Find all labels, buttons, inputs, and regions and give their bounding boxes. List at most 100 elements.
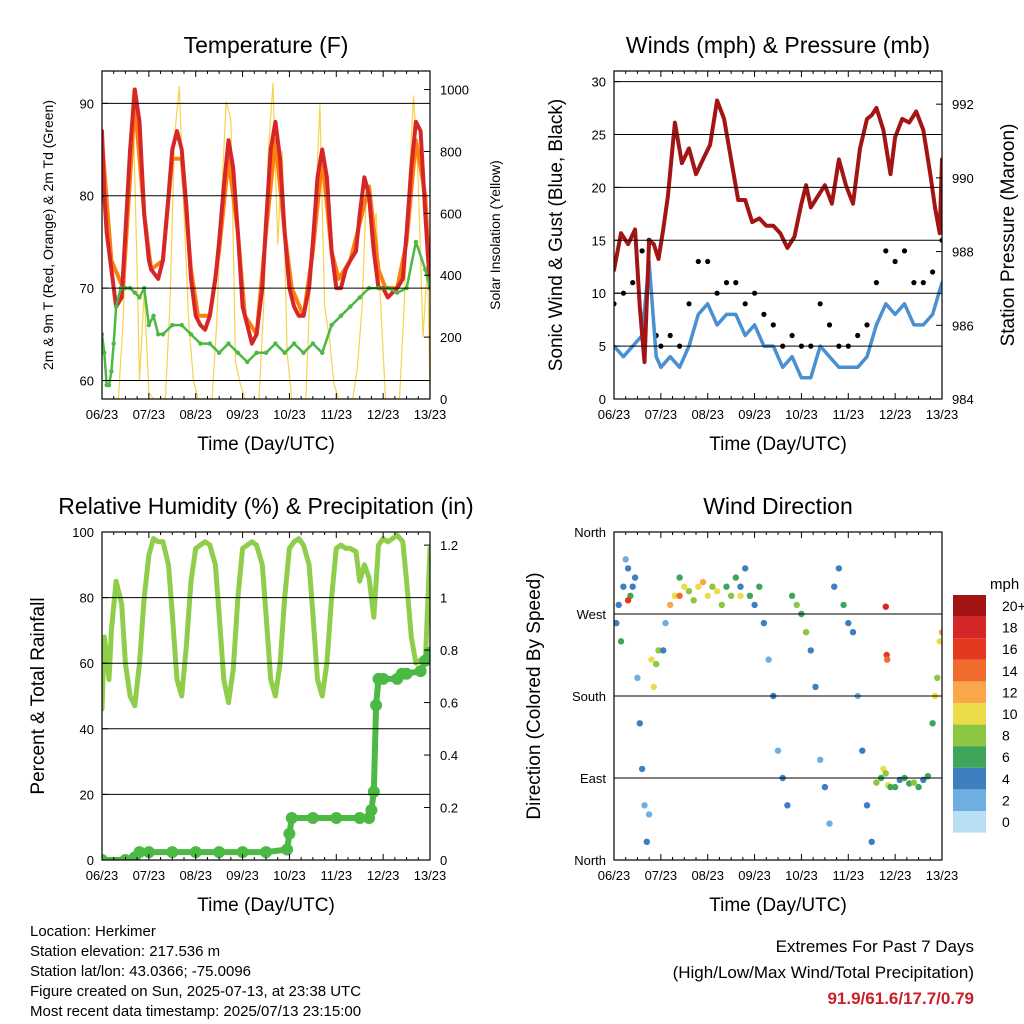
y-tick-label: 10: [592, 286, 606, 301]
y-right-tick-label: 992: [952, 97, 974, 112]
wind-direction-point: [695, 583, 702, 590]
y-right-tick-label: 0: [440, 853, 447, 868]
wind-direction-point: [751, 601, 758, 609]
wind-direction-point: [788, 592, 796, 599]
total-rainfall-point: [330, 812, 343, 824]
dewpoint-point: [216, 350, 222, 355]
y-tick-label: South: [572, 689, 606, 704]
wind-direction-point: [756, 583, 763, 590]
total-rainfall-point: [367, 785, 380, 798]
wind-direction-point: [859, 747, 866, 754]
gust-point: [892, 258, 898, 265]
dewpoint-point: [151, 313, 156, 318]
total-rainfall-point: [377, 672, 390, 685]
extremes-values: 91.9/61.6/17.7/0.79: [827, 989, 974, 1008]
y-tick-label: North: [574, 525, 606, 540]
wind-direction-point: [845, 619, 852, 627]
gust-point: [883, 248, 889, 254]
dewpoint-point: [320, 350, 325, 355]
temperature-panel: Temperature (F) 06/23 07/23 08/23 09/23 10/23…: [40, 32, 503, 455]
y-right-tick-label: 200: [440, 330, 462, 345]
gust-point: [911, 280, 917, 286]
wind-direction-point: [624, 597, 632, 604]
wind-direction-point: [915, 783, 922, 791]
station-elevation: Station elevation: 217.536 m: [30, 943, 221, 960]
wind-direction-point: [938, 629, 942, 636]
gust-point: [770, 322, 776, 328]
dewpoint-point: [329, 322, 334, 328]
y-tick-label: 60: [80, 656, 94, 671]
y-tick-label: 80: [80, 189, 94, 204]
y-tick-label: 90: [80, 96, 94, 111]
y-axis-label: Percent & Total Rainfall: [28, 597, 49, 794]
dewpoint-point: [160, 332, 166, 337]
wind-direction-point: [882, 603, 889, 610]
gust-point: [826, 322, 833, 328]
legend-swatch: [953, 746, 986, 768]
wind-direction-point: [671, 592, 679, 599]
station-latlon: Station lat/lon: 43.0366; -75.0096: [30, 963, 252, 980]
dewpoint-point: [179, 322, 184, 328]
y-tick-label: 80: [80, 591, 94, 606]
wind-direction-point: [737, 583, 744, 590]
wind-direction-point: [676, 592, 683, 599]
y-tick-label: 5: [599, 339, 606, 354]
wind-direction-point: [817, 756, 824, 763]
wind-direction-point: [650, 683, 657, 691]
gust-point: [695, 258, 701, 265]
wind-direction-point: [929, 720, 936, 727]
total-rainfall-point: [189, 846, 202, 859]
wind-direction-point: [765, 656, 772, 663]
wind-direction-point: [793, 601, 800, 609]
total-rainfall-point: [285, 812, 298, 824]
wind-direction-point: [863, 802, 871, 809]
gust-point: [742, 301, 748, 307]
x-tick-label: 07/23: [133, 407, 166, 422]
wind-direction-point: [873, 779, 880, 786]
station-pressure-line: [614, 98, 942, 365]
y-axis-label: 2m & 9m T (Red, Orange) & 2m Td (Green): [40, 100, 56, 370]
gust-point: [630, 280, 636, 286]
y-tick-label: West: [577, 607, 607, 622]
x-tick-label: 08/23: [691, 868, 724, 883]
extremes-title: Extremes For Past 7 Days: [775, 937, 974, 956]
x-tick-label: 11/23: [832, 868, 864, 883]
dewpoint-point: [132, 290, 137, 295]
x-axis-label: Time (Day/UTC): [709, 434, 847, 455]
legend-label: 18: [1002, 620, 1018, 636]
y-tick-label: 15: [592, 233, 606, 248]
wind-direction-point: [891, 783, 899, 791]
dewpoint-point: [245, 359, 250, 365]
x-tick-label: 06/23: [598, 407, 631, 422]
extremes-subtitle: (High/Low/Max Wind/Total Precipitation): [672, 963, 974, 982]
legend-label: 14: [1002, 663, 1018, 679]
gust-point: [789, 332, 795, 339]
y-right-tick-label: 988: [952, 245, 974, 260]
gust-point: [873, 280, 880, 286]
wind-direction-point: [727, 592, 735, 599]
wind-direction-point: [655, 647, 662, 654]
legend-label: 10: [1002, 706, 1018, 722]
legend-label: 2: [1002, 792, 1010, 808]
total-rainfall-point: [142, 846, 155, 859]
dewpoint-point: [413, 239, 419, 245]
x-tick-label: 10/23: [273, 868, 306, 883]
legend-swatch: [953, 681, 986, 703]
wind-direction-point: [746, 592, 754, 599]
legend-swatch: [953, 767, 986, 790]
x-tick-label: 09/23: [226, 407, 259, 422]
humidity-precip-panel: Relative Humidity (%) & Precipitation (i…: [28, 493, 474, 916]
dewpoint-point: [102, 350, 107, 355]
dewpoint-point: [156, 332, 161, 337]
total-rainfall-point: [236, 846, 249, 859]
total-rainfall-point: [166, 846, 179, 859]
wind-direction-point: [634, 674, 641, 681]
panel-title: Winds (mph) & Pressure (mb): [626, 32, 930, 58]
legend-label: 12: [1002, 684, 1018, 700]
y-tick-label: 25: [592, 127, 606, 142]
y-right-tick-label: 990: [952, 171, 974, 186]
y-tick-label: 0: [87, 853, 94, 868]
wind-direction-point: [631, 574, 639, 581]
dewpoint-point: [170, 322, 175, 328]
x-tick-label: 09/23: [738, 868, 771, 883]
